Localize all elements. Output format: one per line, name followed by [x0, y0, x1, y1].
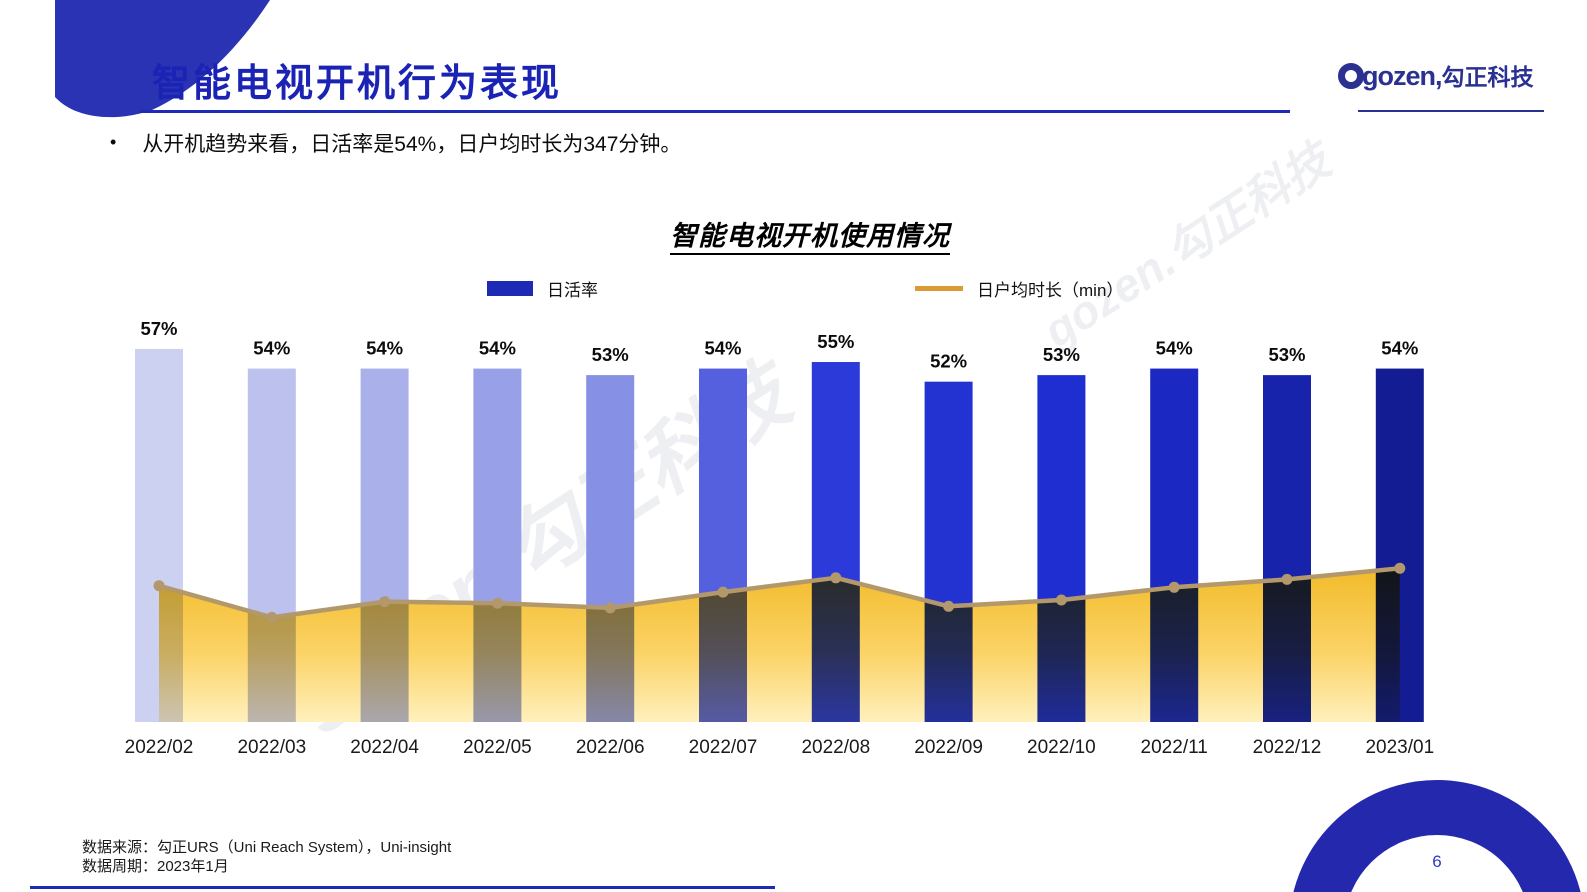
bar-value-label: 54%: [704, 338, 741, 359]
legend-label: 日活率: [547, 281, 598, 300]
duration-point: [604, 602, 616, 614]
logo-latin: gozen,: [1362, 61, 1442, 91]
logo-underline: [1358, 110, 1544, 112]
data-source: 数据来源：勾正URS（Uni Reach System），Uni-insight: [82, 839, 452, 856]
page-title: 智能电视开机行为表现: [152, 63, 563, 105]
duration-point: [153, 580, 165, 592]
duration-point: [1281, 573, 1293, 585]
bar-value-label: 54%: [479, 338, 516, 359]
bar-value-label: 57%: [140, 318, 177, 339]
duration-point: [379, 596, 391, 608]
data-period: 数据周期：2023年1月: [82, 858, 229, 875]
x-axis-label: 2022/08: [801, 737, 870, 758]
x-axis-label: 2022/05: [463, 737, 532, 758]
logo-circle-icon: [1338, 63, 1364, 89]
bar-value-label: 54%: [1156, 338, 1193, 359]
duration-point: [717, 586, 729, 598]
duration-point: [943, 600, 955, 612]
bar-value-label: 54%: [1381, 338, 1418, 359]
summary-text: 从开机趋势来看，日活率是54%，日户均时长为347分钟。: [142, 133, 682, 156]
footer: 数据来源：勾正URS（Uni Reach System），Uni-insight…: [82, 838, 451, 876]
legend-item-duration: 日户均时长（min）: [915, 276, 1123, 301]
page-number: 6: [1432, 852, 1442, 871]
duration-point: [491, 597, 503, 609]
legend-label: 日户均时长（min）: [977, 281, 1124, 300]
corner-decoration: [55, 0, 270, 118]
bar-swatch: [487, 281, 533, 296]
bar-value-label: 54%: [366, 338, 403, 359]
x-axis-label: 2022/06: [576, 737, 645, 758]
x-axis-label: 2022/02: [125, 737, 194, 758]
bar-value-label: 52%: [930, 351, 967, 372]
logo-cn: 勾正科技: [1441, 64, 1534, 90]
title-underline: [140, 110, 1290, 113]
x-axis-label: 2022/07: [689, 737, 758, 758]
gozen-logo: gozen,勾正科技: [1338, 58, 1534, 92]
duration-area: [159, 568, 1400, 722]
x-axis-label: 2022/09: [914, 737, 983, 758]
duration-point: [266, 611, 278, 623]
bullet-icon: •: [110, 132, 117, 152]
bar-value-label: 53%: [1043, 344, 1080, 365]
duration-point: [1168, 581, 1180, 593]
x-axis-label: 2022/12: [1253, 737, 1322, 758]
x-axis-label: 2023/01: [1365, 737, 1434, 758]
x-axis-label: 2022/11: [1141, 737, 1208, 758]
duration-point: [830, 572, 842, 584]
line-swatch: [915, 286, 963, 291]
bottom-accent-line: [30, 886, 775, 889]
x-axis-label: 2022/04: [350, 737, 419, 758]
legend-item-dau: 日活率: [487, 276, 598, 301]
bar-value-label: 53%: [592, 344, 629, 365]
duration-point: [1394, 562, 1406, 574]
chart-labels: 57% 2022/02 54% 2022/03 54% 2022/04 54% 2022/05…: [125, 318, 1434, 758]
duration-area-series: [153, 562, 1406, 722]
bar-value-label: 54%: [253, 338, 290, 359]
chart-legend: 日活率 日户均时长（min）: [0, 276, 1587, 302]
bar-value-label: 55%: [817, 331, 854, 352]
duration-line: [158, 566, 1401, 620]
bar-value-label: 53%: [1268, 344, 1305, 365]
chart-title: 智能电视开机使用情况: [450, 214, 1170, 255]
summary-bullet: • 从开机趋势来看，日活率是54%，日户均时长为347分钟。: [110, 128, 681, 158]
x-axis-label: 2022/03: [237, 737, 306, 758]
x-axis-label: 2022/10: [1027, 737, 1096, 758]
duration-point: [1055, 594, 1067, 606]
